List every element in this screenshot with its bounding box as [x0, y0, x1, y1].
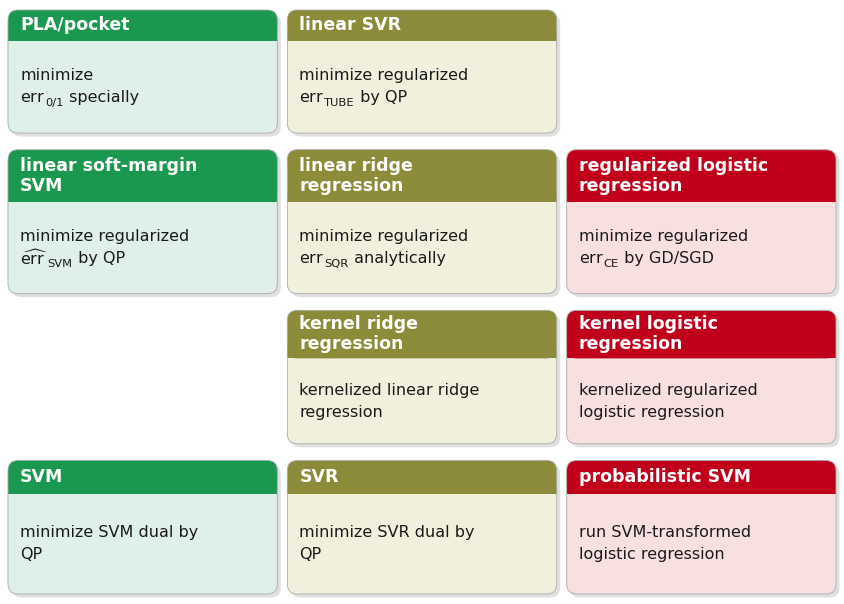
Text: by QP: by QP — [355, 91, 407, 106]
FancyBboxPatch shape — [8, 150, 278, 294]
FancyBboxPatch shape — [8, 460, 278, 494]
FancyBboxPatch shape — [8, 10, 278, 40]
Bar — [287, 191, 557, 202]
FancyBboxPatch shape — [12, 13, 281, 137]
FancyBboxPatch shape — [291, 464, 560, 597]
FancyBboxPatch shape — [291, 314, 560, 448]
Text: minimize regularized: minimize regularized — [300, 229, 468, 244]
FancyBboxPatch shape — [566, 150, 836, 294]
Bar — [8, 484, 278, 494]
FancyBboxPatch shape — [566, 460, 836, 594]
Text: PLA/pocket: PLA/pocket — [20, 16, 129, 34]
Text: linear ridge
regression: linear ridge regression — [300, 156, 414, 194]
FancyBboxPatch shape — [8, 460, 278, 594]
Text: 0/1: 0/1 — [45, 98, 63, 108]
Bar — [287, 484, 557, 494]
Text: probabilistic SVM: probabilistic SVM — [579, 468, 750, 486]
Text: analytically: analytically — [349, 251, 446, 266]
Text: CE: CE — [603, 259, 619, 269]
FancyBboxPatch shape — [291, 13, 560, 137]
FancyBboxPatch shape — [8, 150, 278, 202]
Text: SQR: SQR — [324, 259, 349, 269]
Bar — [566, 191, 836, 202]
FancyBboxPatch shape — [571, 153, 840, 297]
FancyBboxPatch shape — [287, 150, 557, 294]
Text: QP: QP — [300, 547, 322, 562]
Bar — [8, 191, 278, 202]
Text: linear SVR: linear SVR — [300, 16, 402, 34]
Bar — [566, 484, 836, 494]
Text: SVM: SVM — [48, 259, 73, 269]
FancyBboxPatch shape — [287, 460, 557, 494]
FancyBboxPatch shape — [291, 153, 560, 297]
Text: $\mathrm{err}$: $\mathrm{err}$ — [20, 91, 45, 106]
Text: kernelized linear ridge: kernelized linear ridge — [300, 382, 479, 397]
FancyBboxPatch shape — [566, 310, 836, 358]
Text: $\mathrm{err}$: $\mathrm{err}$ — [300, 91, 324, 106]
Text: minimize: minimize — [20, 68, 93, 83]
Text: TUBE: TUBE — [324, 98, 355, 108]
Text: minimize regularized: minimize regularized — [300, 68, 468, 83]
Text: run SVM-transformed: run SVM-transformed — [579, 525, 751, 541]
Text: SVM: SVM — [20, 468, 63, 486]
FancyBboxPatch shape — [287, 310, 557, 444]
Text: minimize SVM dual by: minimize SVM dual by — [20, 525, 198, 541]
FancyBboxPatch shape — [287, 150, 557, 202]
Text: regression: regression — [300, 405, 383, 420]
Text: minimize regularized: minimize regularized — [579, 229, 748, 244]
FancyBboxPatch shape — [566, 310, 836, 444]
Text: by GD/SGD: by GD/SGD — [619, 251, 714, 266]
Bar — [8, 31, 278, 40]
Text: regularized logistic
regression: regularized logistic regression — [579, 156, 768, 194]
Bar — [566, 349, 836, 358]
Text: logistic regression: logistic regression — [579, 405, 724, 420]
FancyBboxPatch shape — [566, 460, 836, 494]
FancyBboxPatch shape — [8, 10, 278, 133]
Text: linear soft-margin
SVM: linear soft-margin SVM — [20, 156, 197, 194]
Bar — [287, 31, 557, 40]
FancyBboxPatch shape — [287, 10, 557, 40]
Text: logistic regression: logistic regression — [579, 547, 724, 562]
FancyBboxPatch shape — [12, 464, 281, 597]
Text: kernel logistic
regression: kernel logistic regression — [579, 315, 717, 353]
FancyBboxPatch shape — [287, 310, 557, 358]
FancyBboxPatch shape — [571, 464, 840, 597]
Text: $\mathrm{err}$: $\mathrm{err}$ — [579, 251, 603, 266]
FancyBboxPatch shape — [12, 153, 281, 297]
Text: specially: specially — [63, 91, 138, 106]
Text: SVR: SVR — [300, 468, 338, 486]
FancyBboxPatch shape — [571, 314, 840, 448]
Text: $\widehat{\mathrm{err}}$: $\widehat{\mathrm{err}}$ — [20, 249, 48, 268]
Text: kernel ridge
regression: kernel ridge regression — [300, 315, 419, 353]
FancyBboxPatch shape — [566, 150, 836, 202]
Text: QP: QP — [20, 547, 42, 562]
Text: minimize regularized: minimize regularized — [20, 229, 189, 244]
FancyBboxPatch shape — [287, 10, 557, 133]
Bar — [287, 349, 557, 358]
Text: minimize SVR dual by: minimize SVR dual by — [300, 525, 475, 541]
FancyBboxPatch shape — [287, 460, 557, 594]
Text: $\mathrm{err}$: $\mathrm{err}$ — [300, 251, 324, 266]
Text: by QP: by QP — [73, 251, 125, 266]
Text: kernelized regularized: kernelized regularized — [579, 382, 757, 397]
